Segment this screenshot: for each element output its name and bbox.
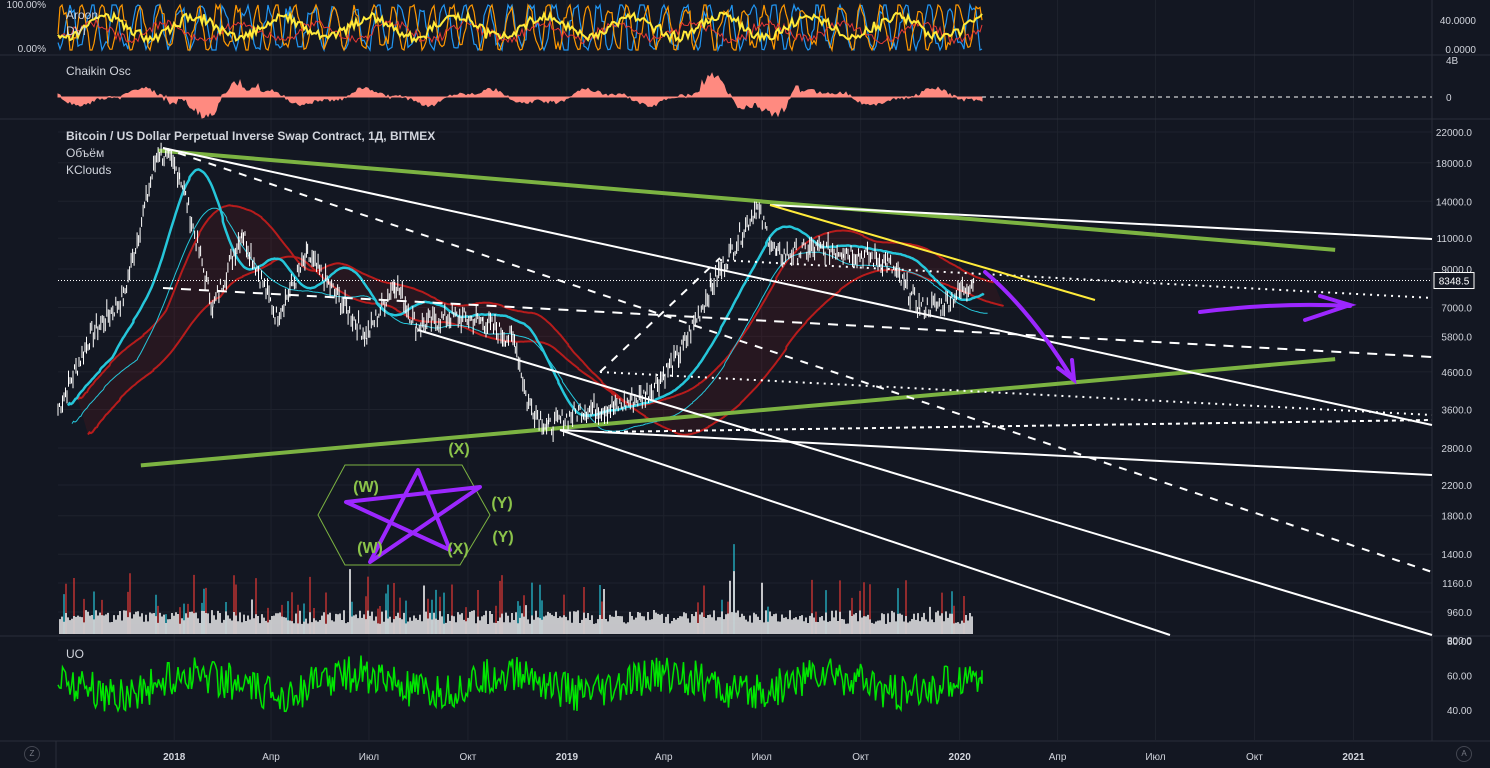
chaikin-area <box>57 72 983 119</box>
white-line-6 <box>599 419 1433 433</box>
elliott-label-0: (X) <box>448 441 469 458</box>
white-dashed-rise <box>599 257 721 373</box>
y-tick-14: 960.0 <box>1447 608 1472 619</box>
x-tick-7: Окт <box>852 752 869 763</box>
aroon-pane <box>57 2 983 53</box>
volume-bars <box>59 544 973 634</box>
y-tick-2: 14000.0 <box>1436 197 1473 208</box>
y-tick-15: 800.0 <box>1447 636 1472 647</box>
aroon-right-tick-0: 40.0000 <box>1440 16 1477 27</box>
y-tick-8: 3600.0 <box>1441 405 1472 416</box>
dvi-label: DVI <box>66 24 87 38</box>
x-tick-10: Июл <box>1145 752 1165 763</box>
volume-overlay-label[interactable]: Объём <box>66 146 105 160</box>
elliott-star-line <box>344 468 482 564</box>
dvi-red <box>57 17 983 45</box>
y-tick-0: 22000.0 <box>1436 128 1473 139</box>
purple-arrow-down <box>983 270 1077 385</box>
auto-scale-button[interactable]: A <box>1456 746 1472 762</box>
elliott-label-5: (Y) <box>492 529 513 546</box>
price-label-box <box>1433 272 1475 290</box>
main-title[interactable]: Bitcoin / US Dollar Perpetual Inverse Sw… <box>66 129 436 143</box>
white-line-1 <box>559 429 1171 636</box>
y-tick-5: 7000.0 <box>1441 304 1472 315</box>
x-tick-11: Окт <box>1246 752 1263 763</box>
purple-arrow-right <box>1198 294 1357 322</box>
uo-label: UO <box>66 647 84 661</box>
x-tick-5: Апр <box>655 752 673 763</box>
green-trendline-1 <box>140 357 1336 468</box>
elliott-label-2: (Y) <box>491 495 512 512</box>
x-tick-1: Апр <box>262 752 280 763</box>
x-tick-2: Июл <box>359 752 379 763</box>
elliott-star: (X) (W) (Y) (W) (X) (Y) <box>317 441 514 566</box>
red-cloud-upper <box>77 204 994 407</box>
y-tick-7: 4600.0 <box>1441 368 1472 379</box>
green-trendline-0 <box>157 148 1336 252</box>
volume-white <box>59 569 973 634</box>
current-price-label: 8348.5 <box>1439 277 1470 288</box>
y-tick-11: 1800.0 <box>1441 512 1472 523</box>
yellow-trendline <box>769 204 1096 301</box>
trend-drawings <box>58 147 1433 636</box>
aroon-label: Aroon <box>66 8 99 22</box>
annotation-arrows <box>983 270 1357 385</box>
aroon-left-tick-1: 0.00% <box>18 44 46 55</box>
y-tick-13: 1160.0 <box>1442 579 1472 590</box>
uo-pane <box>57 655 983 713</box>
white-dashed-mid <box>162 287 1433 358</box>
y-tick-9: 2800.0 <box>1441 444 1472 455</box>
x-tick-6: Июл <box>752 752 772 763</box>
x-tick-3: Окт <box>460 752 477 763</box>
elliott-label-3: (W) <box>357 540 383 557</box>
red-cloud-lower <box>87 255 1004 436</box>
aroon-right-tick-1: 0.0000 <box>1445 45 1476 56</box>
elliott-label-4: (X) <box>447 541 468 558</box>
teal-cloud-fast <box>66 168 985 418</box>
white-line-5 <box>417 329 1433 636</box>
axes: 22000.0 18000.0 14000.0 11000.0 9000.0 7000.0… <box>7 0 1477 763</box>
white-dotted-low <box>599 371 1433 416</box>
y-tick-6: 5800.0 <box>1441 332 1472 343</box>
elliott-label-1: (W) <box>353 479 379 496</box>
white-line-3 <box>769 204 1433 240</box>
price-bars <box>57 142 975 442</box>
chaikin-pane <box>57 72 1432 119</box>
elliott-hex <box>317 464 491 566</box>
x-tick-12: 2021 <box>1342 752 1365 763</box>
white-line-0 <box>162 147 1433 426</box>
x-tick-9: Апр <box>1049 752 1067 763</box>
white-line-2 <box>559 429 1433 476</box>
uo-line <box>57 655 983 713</box>
chaikin-label: Chaikin Osc <box>66 64 131 78</box>
x-tick-8: 2020 <box>949 752 972 763</box>
y-tick-10: 2200.0 <box>1441 481 1472 492</box>
x-tick-4: 2019 <box>556 752 579 763</box>
y-tick-4: 9000.0 <box>1441 265 1472 276</box>
y-tick-12: 1400.0 <box>1441 550 1472 561</box>
aroon-up <box>57 2 983 53</box>
uo-right-tick-2: 40.00 <box>1447 706 1472 717</box>
dvi-yellow <box>57 10 983 44</box>
aroon-left-tick-0: 100.00% <box>7 0 47 11</box>
x-tick-0: 2018 <box>163 752 186 763</box>
kclouds-overlay-label[interactable]: KClouds <box>66 163 112 177</box>
chaikin-right-tick-0: 4B <box>1446 56 1459 67</box>
log-scale-button[interactable]: Z <box>24 746 40 762</box>
main-pane: (X) (W) (Y) (W) (X) (Y) <box>57 142 1433 636</box>
chaikin-right-tick-1: 0 <box>1446 93 1452 104</box>
red-cloud-fill <box>78 205 1004 435</box>
uo-right-tick-0: 80.00 <box>1447 637 1472 648</box>
price-series <box>57 142 975 442</box>
uo-right-tick-1: 60.00 <box>1447 671 1472 682</box>
kclouds-overlay <box>66 168 1004 436</box>
y-tick-1: 18000.0 <box>1436 159 1473 170</box>
y-tick-3: 11000.0 <box>1437 234 1473 245</box>
